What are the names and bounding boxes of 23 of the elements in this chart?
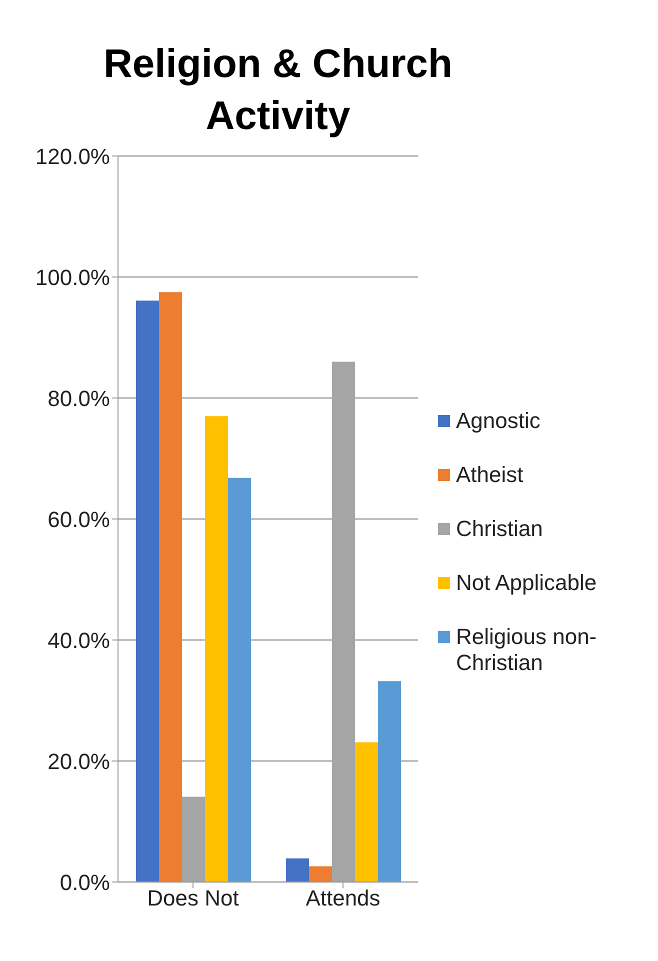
bar	[378, 681, 401, 882]
y-tick-label: 0.0%	[60, 870, 110, 895]
bar	[286, 858, 309, 882]
bar	[355, 742, 378, 882]
legend-label: Agnostic	[456, 408, 542, 434]
y-tick-label: 120.0%	[35, 144, 110, 169]
bar	[136, 300, 159, 882]
legend-label: Atheist	[456, 462, 524, 488]
y-tick-label: 100.0%	[35, 264, 110, 290]
legend-label: Not Applicable	[456, 570, 598, 596]
chart-title: Religion & Church Activity	[102, 41, 454, 140]
legend-label: Religious non-Christian	[456, 624, 598, 676]
y-tick-label: 80.0%	[48, 386, 110, 411]
x-tick-label: Does Not	[147, 886, 239, 911]
y-tick-label: 20.0%	[48, 748, 110, 774]
x-tick-label: Attends	[306, 886, 380, 911]
y-tick-label: 40.0%	[48, 628, 110, 653]
legend-label: Christian	[456, 516, 544, 542]
bar	[159, 292, 182, 882]
bar	[228, 478, 251, 882]
bar	[309, 866, 332, 882]
y-tick-label: 60.0%	[48, 506, 110, 532]
bar	[205, 416, 228, 882]
